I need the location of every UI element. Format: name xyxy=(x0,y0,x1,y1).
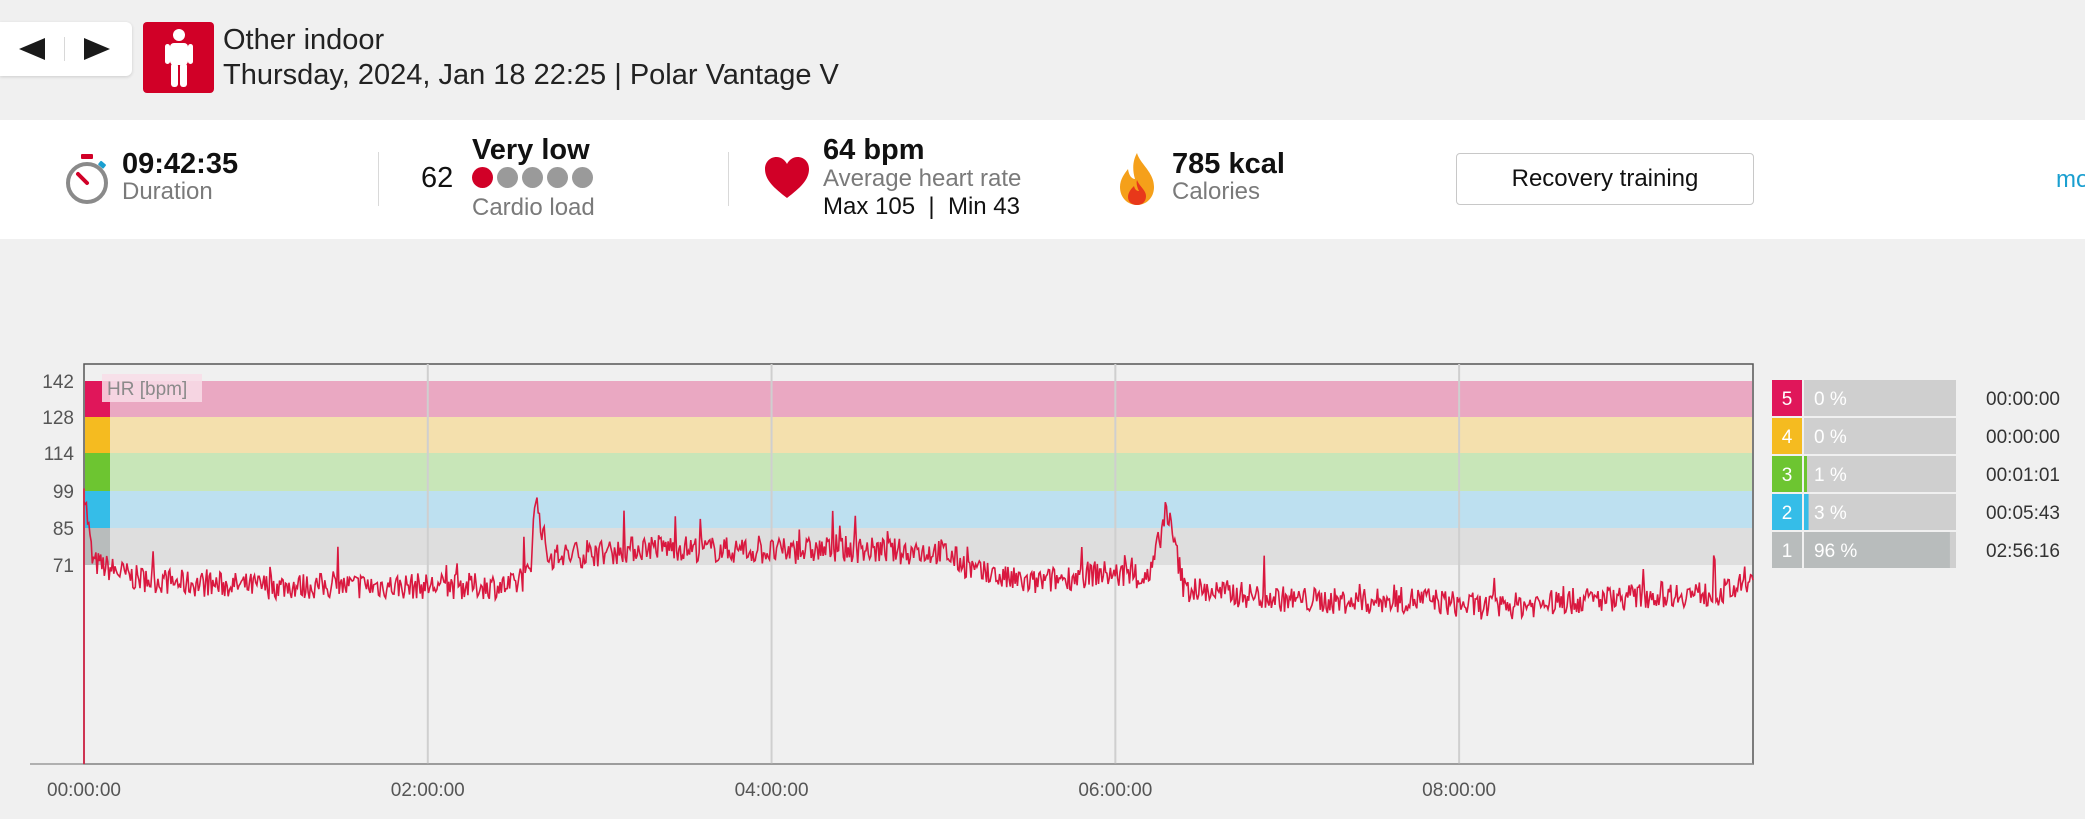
y-tick-label: 114 xyxy=(44,444,75,465)
zone-band xyxy=(85,491,1752,528)
cardio-load-label: Cardio load xyxy=(472,194,595,221)
stopwatch-icon xyxy=(66,154,108,204)
zone-legend-bar-fill xyxy=(1804,494,1809,530)
cardio-dot-filled xyxy=(472,167,493,188)
cardio-load-dots xyxy=(472,167,597,188)
zone-legend-percent: 0 % xyxy=(1814,389,1847,410)
sport-title: Other indoor xyxy=(223,24,385,56)
zone-band xyxy=(85,528,1752,565)
zone-legend-percent: 3 % xyxy=(1814,503,1847,524)
x-tick-label: 00:00:00 xyxy=(47,780,121,801)
zone-legend-bar-fill xyxy=(1804,532,1950,568)
zone-legend-number: 1 xyxy=(1782,541,1793,562)
hr-axis-label: HR [bpm] xyxy=(107,379,187,400)
sport-icon-tile xyxy=(143,22,214,93)
triangle-left-icon xyxy=(19,38,45,60)
duration-label: Duration xyxy=(122,178,213,205)
summary-divider xyxy=(728,152,729,206)
y-tick-label: 85 xyxy=(53,519,74,540)
hr-chart: HR [bpm] 142 128 114 99 85 71 00:00:00 02:00:00 0… xyxy=(0,350,2085,814)
cardio-dot-empty xyxy=(497,167,518,188)
zone-legend-percent: 96 % xyxy=(1814,541,1857,562)
next-button[interactable] xyxy=(65,22,129,76)
calories-label: Calories xyxy=(1172,178,1261,205)
zone-legend-swatch xyxy=(1772,494,1802,530)
duration-value: 09:42:35 xyxy=(122,148,239,180)
cardio-dot-empty xyxy=(547,167,568,188)
zone-legend-number: 5 xyxy=(1782,389,1793,410)
training-benefit-button[interactable]: Recovery training xyxy=(1456,153,1754,205)
y-tick-label: 128 xyxy=(42,408,74,429)
avg-hr-label: Average heart rate xyxy=(823,165,1022,192)
activity-navigation xyxy=(0,22,132,76)
zone-legend-swatch xyxy=(1772,418,1802,454)
session-subtitle: Thursday, 2024, Jan 18 22:25 | Polar Van… xyxy=(223,59,839,91)
zone-legend-number: 4 xyxy=(1782,427,1793,448)
x-tick-label: 02:00:00 xyxy=(391,780,465,801)
zone-legend-time: 02:56:16 xyxy=(1986,541,2060,562)
heart-icon xyxy=(765,157,809,198)
hr-min-max: Max 105 | Min 43 xyxy=(823,193,1020,220)
zone-marker xyxy=(85,453,110,491)
zone-band xyxy=(85,381,1752,417)
zone-legend-swatch xyxy=(1772,532,1802,568)
cardio-dot-empty xyxy=(572,167,593,188)
summary-divider xyxy=(378,152,379,206)
cardio-dot-empty xyxy=(522,167,543,188)
y-tick-label: 142 xyxy=(42,372,74,393)
zone-legend-percent: 0 % xyxy=(1814,427,1847,448)
zone-legend-bar-bg xyxy=(1804,494,1956,530)
zone-legend-bar-bg xyxy=(1804,380,1956,416)
y-tick-label: 99 xyxy=(53,482,74,503)
zone-legend-bar-bg xyxy=(1804,418,1956,454)
zone-legend-swatch xyxy=(1772,456,1802,492)
flame-icon xyxy=(1120,153,1154,205)
calories-value: 785 kcal xyxy=(1172,148,1285,180)
person-standing-icon xyxy=(164,28,193,87)
cardio-load-level: Very low xyxy=(472,134,590,166)
zone-band xyxy=(85,453,1752,491)
zone-legend-time: 00:05:43 xyxy=(1986,503,2060,524)
avg-hr-value: 64 bpm xyxy=(823,134,925,166)
zone-legend-bar-fill xyxy=(1804,456,1807,492)
hr-line xyxy=(83,497,1754,621)
zone-legend-number: 3 xyxy=(1782,465,1793,486)
cardio-load-number: 62 xyxy=(421,162,454,194)
zone-band xyxy=(85,417,1752,453)
x-tick-label: 04:00:00 xyxy=(735,780,809,801)
x-tick-label: 08:00:00 xyxy=(1422,780,1496,801)
zone-marker xyxy=(85,417,110,453)
zone-legend-swatch xyxy=(1772,380,1802,416)
zone-legend-time: 00:00:00 xyxy=(1986,389,2060,410)
triangle-right-icon xyxy=(84,38,110,60)
hr-label-bg xyxy=(102,374,202,402)
summary-bar: 09:42:35 Duration 62 Very low Cardio loa… xyxy=(0,120,2085,239)
zone-legend-number: 2 xyxy=(1782,503,1793,524)
zone-legend-time: 00:00:00 xyxy=(1986,427,2060,448)
x-tick-label: 06:00:00 xyxy=(1078,780,1152,801)
y-tick-label: 71 xyxy=(53,556,74,577)
zone-legend-bar-bg xyxy=(1804,456,1956,492)
zone-legend-percent: 1 % xyxy=(1814,465,1847,486)
more-link[interactable]: mo xyxy=(2056,166,2085,193)
nav-divider xyxy=(64,37,65,61)
previous-button[interactable] xyxy=(0,22,64,76)
zone-legend-time: 00:01:01 xyxy=(1986,465,2060,486)
